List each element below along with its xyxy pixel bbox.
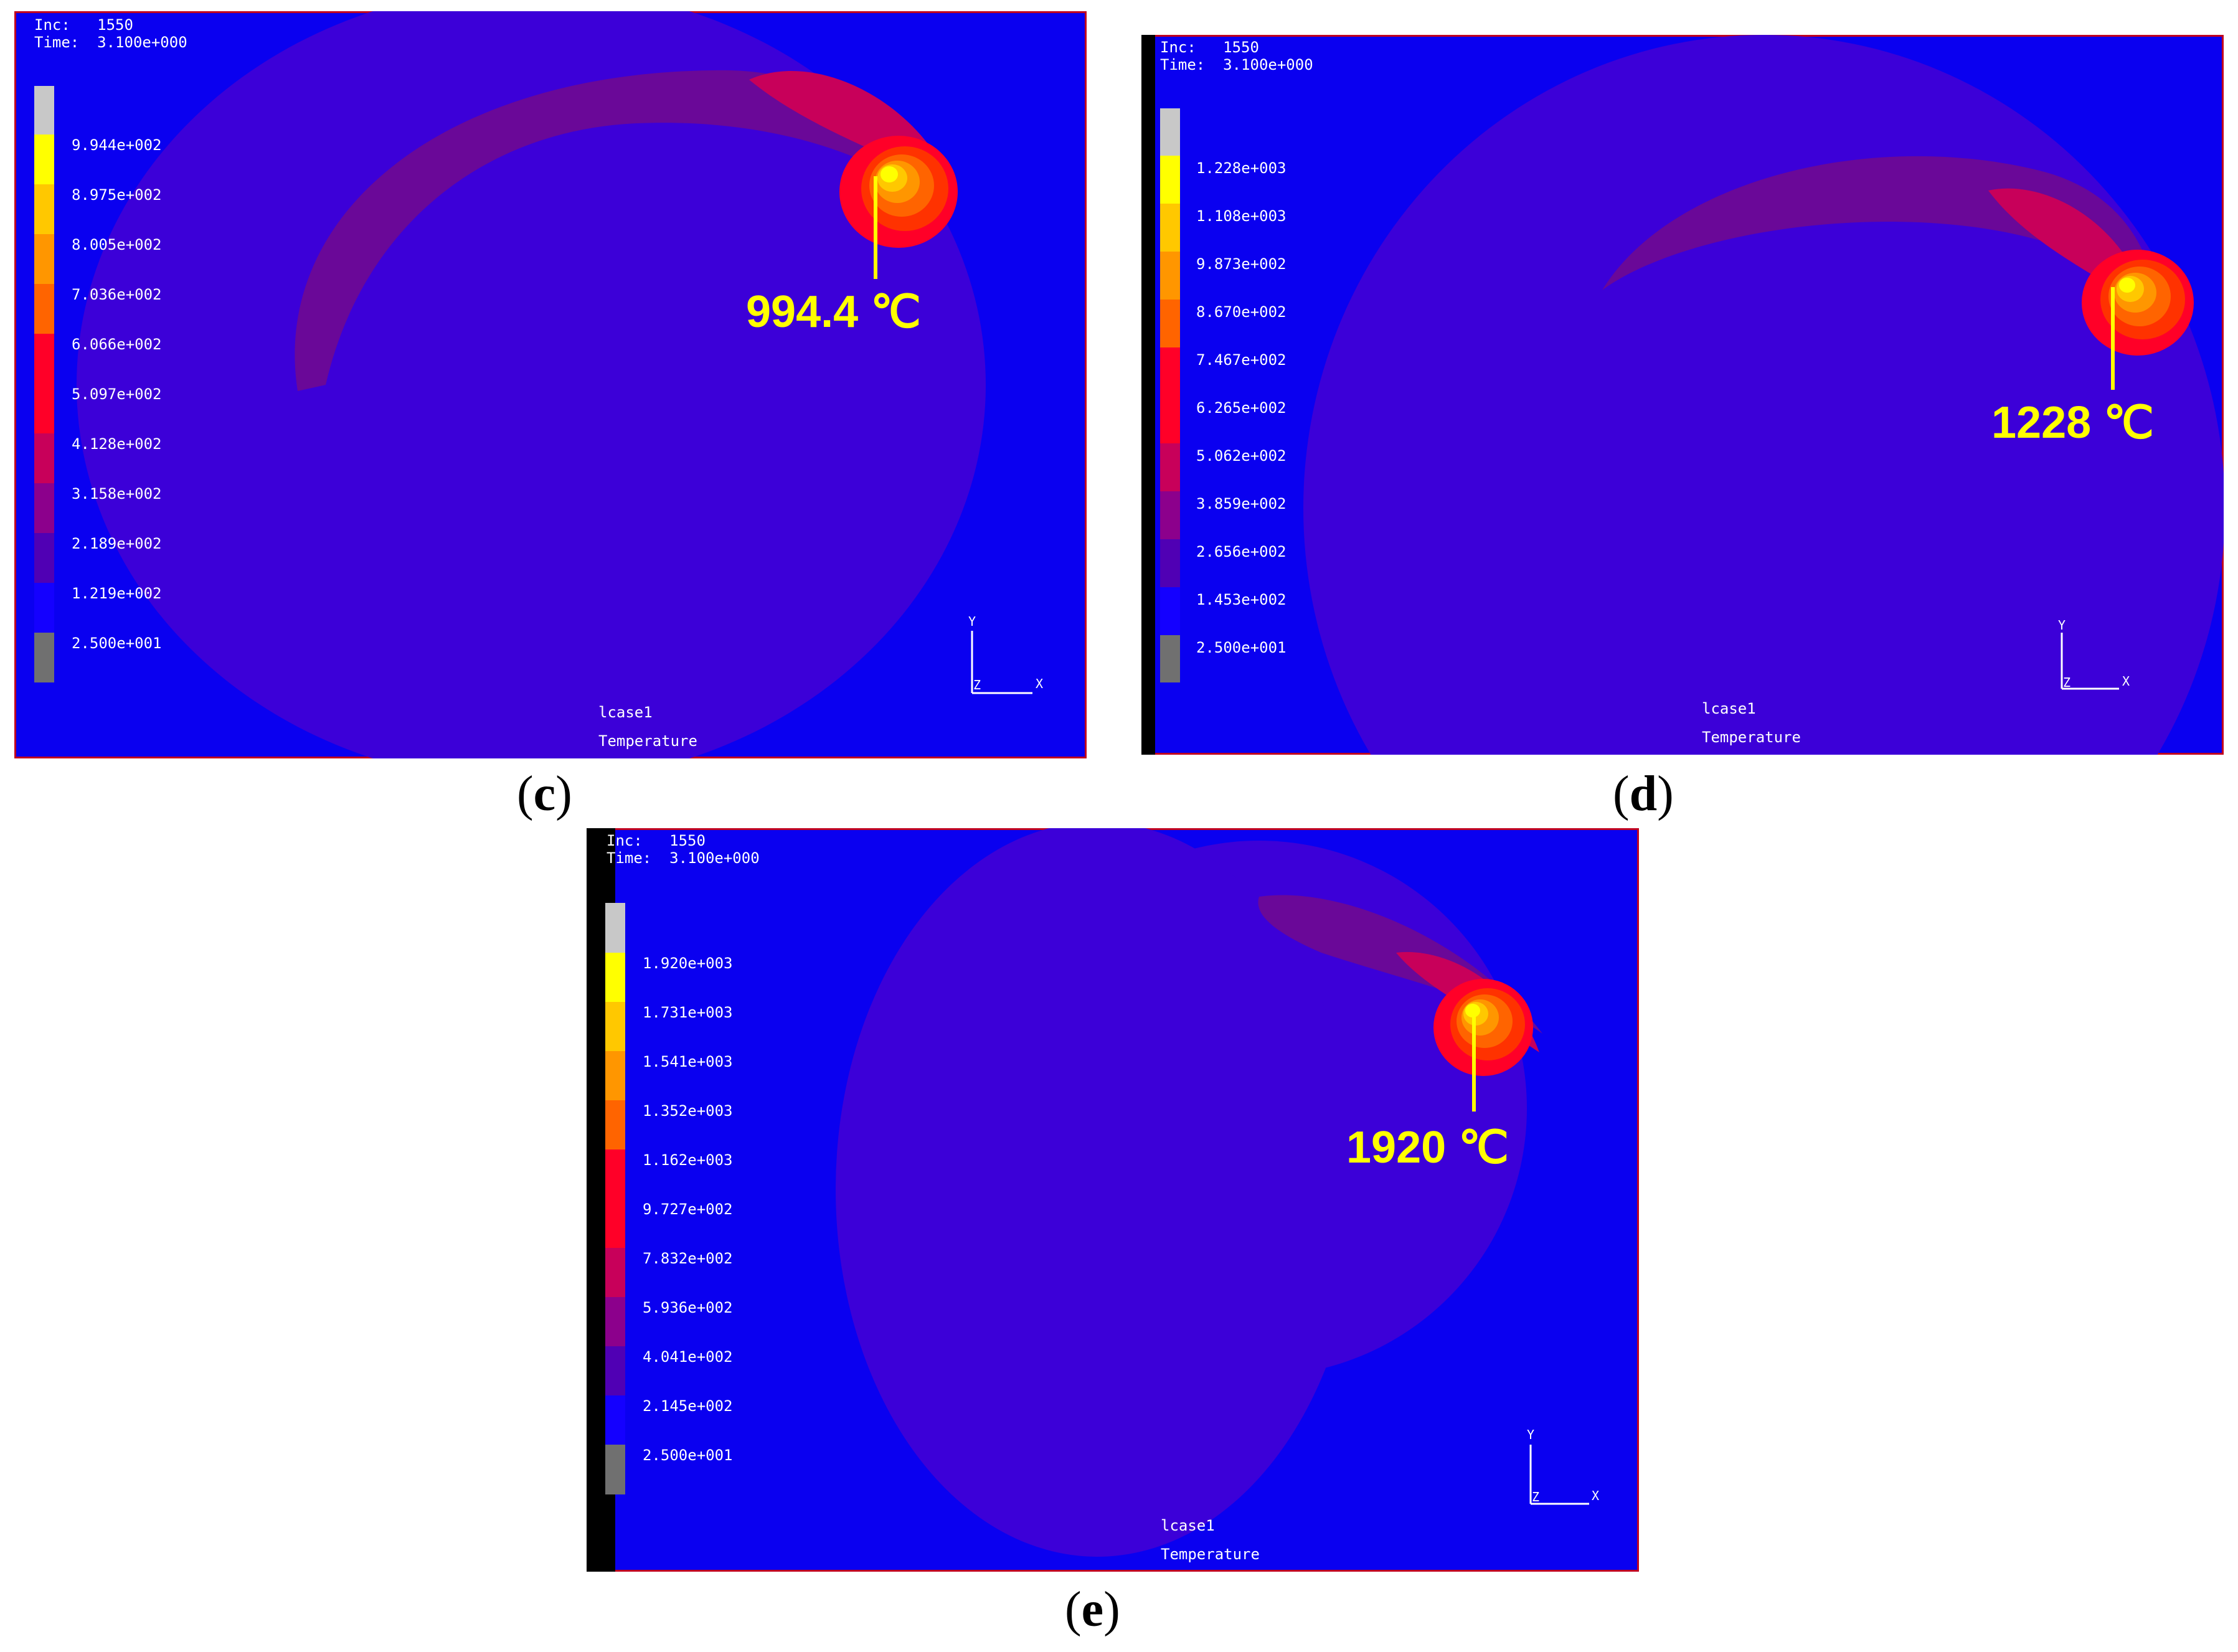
legend-value: 2.500e+001: [72, 635, 162, 652]
legend-value: 5.097e+002: [72, 385, 162, 403]
legend-value: 1.453e+002: [1196, 591, 1287, 608]
axis-y-label: Y: [1527, 1427, 1535, 1442]
axis-x-label: X: [1036, 676, 1044, 691]
legend-value: 3.859e+002: [1196, 495, 1287, 512]
quantity-label: Temperature: [1161, 1546, 1260, 1563]
quantity-label: Temperature: [598, 732, 697, 750]
caption-e: (e): [1065, 1582, 1120, 1637]
caption-c: (c): [517, 767, 572, 821]
axis-triad-d: [2061, 633, 2119, 690]
legend-value: 9.873e+002: [1196, 255, 1287, 273]
legend-value: 2.500e+001: [643, 1447, 733, 1464]
legend-value: 3.158e+002: [72, 485, 162, 503]
legend-value: 7.036e+002: [72, 286, 162, 303]
legend-value: 6.265e+002: [1196, 399, 1287, 417]
inc-label: Inc: 1550: [607, 832, 706, 849]
legend-value: 2.145e+002: [643, 1397, 733, 1415]
legend-colorbar-c: [34, 86, 54, 682]
axis-x-label: X: [2122, 674, 2130, 689]
legend-value: 7.467e+002: [1196, 351, 1287, 369]
legend-value: 8.670e+002: [1196, 303, 1287, 321]
time-label: Time: 3.100e+000: [607, 849, 760, 867]
legend-value: 1.108e+003: [1196, 207, 1287, 225]
axis-triad-c: [971, 631, 1032, 694]
axis-y-label: Y: [2058, 618, 2066, 633]
axis-z-label: Z: [973, 677, 981, 692]
panel-e: Inc: 1550 Time: 3.100e+000 1.920e+003 1.…: [587, 828, 1639, 1572]
case-label: lcase1: [598, 704, 653, 721]
legend-value: 1.541e+003: [643, 1053, 733, 1070]
panel-c: Inc: 1550 Time: 3.100e+000 9.944e+002 8.…: [14, 11, 1087, 758]
peak-temperature-label: 1920 ℃: [1346, 1123, 1509, 1173]
case-label: lcase1: [1702, 700, 1756, 717]
axis-x-label: X: [1592, 1488, 1600, 1503]
legend-value: 1.352e+003: [643, 1102, 733, 1120]
caption-d: (d): [1613, 767, 1674, 821]
legend-value: 1.219e+002: [72, 585, 162, 602]
legend-colorbar-e: [605, 903, 625, 1494]
legend-labels-e: 1.920e+003 1.731e+003 1.541e+003 1.352e+…: [643, 939, 733, 1480]
time-label: Time: 3.100e+000: [34, 34, 187, 51]
axis-triad-e: [1529, 1445, 1589, 1505]
legend-value: 1.228e+003: [1196, 159, 1287, 177]
legend-value: 5.936e+002: [643, 1299, 733, 1316]
quantity-label: Temperature: [1702, 729, 1801, 746]
legend-colorbar-d: [1160, 108, 1180, 682]
inc-label: Inc: 1550: [34, 16, 133, 34]
peak-temperature-label: 994.4 ℃: [746, 287, 922, 337]
legend-value: 1.731e+003: [643, 1004, 733, 1021]
legend-value: 2.500e+001: [1196, 639, 1287, 656]
time-label: Time: 3.100e+000: [1160, 56, 1313, 73]
axis-y-label: Y: [968, 614, 976, 629]
legend-value: 8.975e+002: [72, 186, 162, 204]
legend-value: 9.727e+002: [643, 1201, 733, 1218]
legend-labels-c: 9.944e+002 8.975e+002 8.005e+002 7.036e+…: [72, 120, 162, 668]
legend-value: 8.005e+002: [72, 236, 162, 253]
legend-value: 1.920e+003: [643, 955, 733, 972]
legend-value: 7.832e+002: [643, 1250, 733, 1267]
legend-value: 9.944e+002: [72, 136, 162, 154]
legend-value: 4.041e+002: [643, 1348, 733, 1366]
legend-value: 5.062e+002: [1196, 447, 1287, 465]
peak-temperature-label: 1228 ℃: [1991, 398, 2155, 448]
panel-d: Inc: 1550 Time: 3.100e+000 1.228e+003 1.…: [1141, 35, 2224, 755]
panel-c-canvas: [14, 11, 1087, 758]
axis-z-label: Z: [1532, 1489, 1540, 1504]
legend-value: 4.128e+002: [72, 435, 162, 453]
legend-value: 1.162e+003: [643, 1151, 733, 1169]
panel-e-canvas: [587, 828, 1639, 1572]
axis-z-label: Z: [2063, 675, 2071, 690]
inc-label: Inc: 1550: [1160, 39, 1259, 56]
panel-d-canvas: [1141, 35, 2224, 755]
legend-value: 2.189e+002: [72, 535, 162, 552]
case-label: lcase1: [1161, 1517, 1215, 1534]
legend-value: 2.656e+002: [1196, 543, 1287, 560]
legend-labels-d: 1.228e+003 1.108e+003 9.873e+002 8.670e+…: [1196, 144, 1287, 672]
legend-value: 6.066e+002: [72, 336, 162, 353]
